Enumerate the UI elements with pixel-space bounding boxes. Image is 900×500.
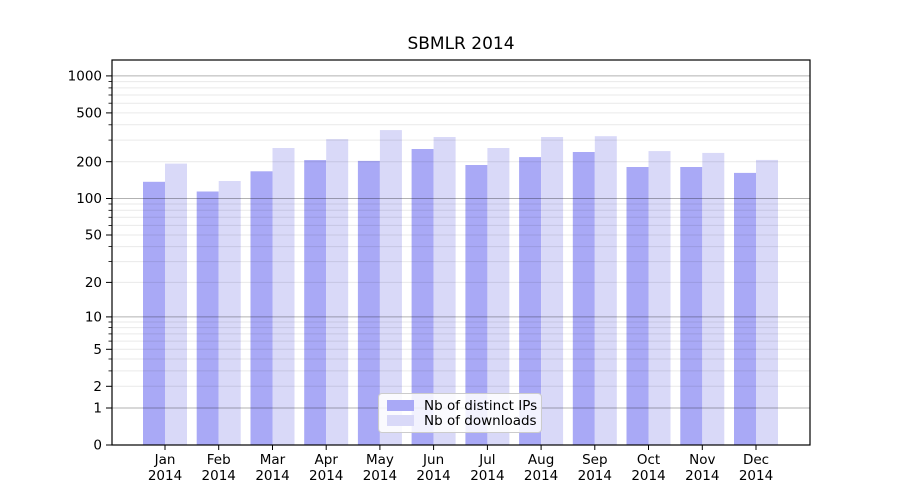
bar-nb-of-distinct-ips-sep (572, 152, 595, 445)
bar-nb-of-downloads-jun (433, 137, 456, 445)
x-tick-label-year: 2014 (524, 468, 558, 484)
bar-nb-of-downloads-apr (326, 139, 349, 445)
x-tick-label-year: 2014 (309, 468, 343, 484)
x-tick-label-year: 2014 (631, 468, 665, 484)
x-tick-label-year: 2014 (739, 468, 773, 484)
x-tick-label-month: Oct (637, 452, 660, 468)
bar-nb-of-distinct-ips-jul (465, 165, 488, 445)
x-tick-label-year: 2014 (148, 468, 182, 484)
bar-nb-of-distinct-ips-apr (304, 160, 327, 445)
legend-swatch-downloads (387, 415, 414, 426)
legend-label-distinct-ips: Nb of distinct IPs (424, 397, 538, 414)
legend: Nb of distinct IPs Nb of downloads (378, 393, 542, 433)
x-tick-label-month: Feb (207, 452, 231, 468)
bar-nb-of-distinct-ips-mar (250, 171, 273, 446)
legend-item-distinct-ips: Nb of distinct IPs (387, 398, 537, 414)
legend-item-downloads: Nb of downloads (387, 413, 537, 429)
bar-nb-of-downloads-sep (594, 136, 617, 445)
bar-nb-of-downloads-nov (702, 152, 725, 445)
x-tick-label-month: Mar (260, 452, 286, 468)
bar-nb-of-distinct-ips-dec (734, 172, 756, 445)
x-tick-label-month: May (366, 452, 394, 468)
bar-nb-of-downloads-dec (756, 159, 778, 445)
x-tick-label-month: Jan (154, 452, 176, 468)
y-tick-label: 1000 (68, 69, 102, 85)
y-tick-label: 2 (93, 379, 102, 395)
x-tick-label-year: 2014 (416, 468, 450, 484)
bar-nb-of-downloads-aug (541, 137, 564, 445)
y-tick-label: 50 (85, 228, 102, 244)
x-tick-label-year: 2014 (470, 468, 504, 484)
x-tick-label-year: 2014 (255, 468, 289, 484)
bar-nb-of-distinct-ips-feb (196, 191, 219, 445)
bar-nb-of-distinct-ips-aug (519, 157, 542, 445)
legend-label-downloads: Nb of downloads (424, 412, 537, 429)
x-tick-label-month: Nov (689, 452, 715, 468)
y-tick-label: 10 (85, 310, 102, 326)
x-tick-label-month: Jul (478, 452, 495, 468)
y-tick-label: 500 (76, 106, 102, 122)
bar-nb-of-downloads-may (379, 130, 402, 445)
y-tick-label: 100 (76, 191, 102, 207)
bar-nb-of-downloads-jul (487, 148, 510, 445)
x-tick-label-month: Sep (582, 452, 607, 468)
bar-nb-of-downloads-feb (218, 181, 241, 445)
bar-nb-of-distinct-ips-nov (680, 167, 703, 445)
bar-nb-of-downloads-jan (165, 163, 187, 445)
y-tick-label: 1 (93, 401, 102, 417)
y-tick-label: 5 (93, 342, 102, 358)
bar-nb-of-distinct-ips-may (357, 160, 380, 445)
x-tick-label-month: Aug (528, 452, 554, 468)
bar-nb-of-distinct-ips-jan (143, 181, 165, 446)
bar-nb-of-distinct-ips-jun (411, 149, 434, 445)
x-tick-label-month: Dec (743, 452, 769, 468)
x-tick-label-year: 2014 (685, 468, 719, 484)
legend-swatch-distinct-ips (387, 400, 414, 411)
y-tick-label: 20 (85, 275, 102, 291)
plot-border (111, 59, 811, 446)
y-tick-label: 0 (93, 438, 102, 454)
bar-nb-of-distinct-ips-oct (626, 167, 649, 445)
bar-nb-of-downloads-oct (648, 151, 671, 445)
x-tick-label-month: Apr (315, 452, 339, 468)
x-tick-label-year: 2014 (363, 468, 397, 484)
x-tick-label-year: 2014 (578, 468, 612, 484)
x-tick-label-month: Jun (422, 452, 444, 468)
bar-nb-of-downloads-mar (272, 148, 295, 445)
x-tick-label-year: 2014 (202, 468, 236, 484)
y-tick-label: 200 (76, 154, 102, 170)
chart-title: SBMLR 2014 (407, 34, 515, 54)
